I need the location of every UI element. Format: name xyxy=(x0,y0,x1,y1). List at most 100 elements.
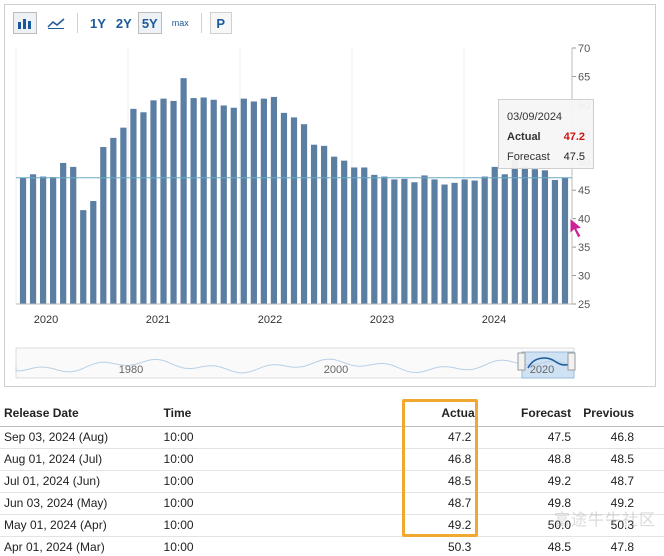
chart-bar[interactable] xyxy=(210,99,217,305)
range-2y-button[interactable]: 2Y xyxy=(115,15,132,31)
chart-bar[interactable] xyxy=(80,210,87,304)
chart-bar[interactable] xyxy=(310,144,318,304)
chart-bar[interactable] xyxy=(160,98,167,304)
chart-bar[interactable] xyxy=(561,177,569,304)
chart-bar[interactable] xyxy=(371,174,378,304)
chart-bar[interactable] xyxy=(411,182,418,304)
chart-bar[interactable] xyxy=(110,137,117,304)
chart-bar[interactable] xyxy=(260,98,267,304)
header-actual[interactable]: Actual xyxy=(419,400,500,427)
chart-bar[interactable] xyxy=(531,169,538,304)
chart-bar[interactable] xyxy=(300,124,308,304)
chart-bar[interactable] xyxy=(120,127,127,304)
y-axis-tick-label: 65 xyxy=(578,71,590,83)
chart-bar[interactable] xyxy=(351,167,358,304)
chart-bar[interactable] xyxy=(401,178,408,304)
chart-bar[interactable] xyxy=(541,170,549,304)
cell-forecast: 48.5 xyxy=(499,536,576,556)
header-release-date[interactable]: Release Date xyxy=(0,400,160,427)
chart-bar[interactable] xyxy=(501,174,508,304)
chart-bar[interactable] xyxy=(321,145,328,304)
x-axis-tick-label: 2021 xyxy=(146,314,170,326)
cell-actual: 49.2 xyxy=(419,514,500,537)
range-1y-button[interactable]: 1Y xyxy=(90,15,106,31)
cell-time: 10:00 xyxy=(159,514,420,537)
chart-bar[interactable] xyxy=(29,174,37,304)
range-max-button[interactable]: max xyxy=(171,18,189,28)
y-axis-tick-label: 35 xyxy=(578,242,590,254)
chart-bar[interactable] xyxy=(190,98,197,304)
cell-time: 10:00 xyxy=(159,426,420,449)
chart-bar[interactable] xyxy=(481,176,488,304)
chart-bar[interactable] xyxy=(130,108,137,305)
chart-bar[interactable] xyxy=(150,100,157,304)
chart-bar[interactable] xyxy=(421,175,428,304)
line-chart-button[interactable] xyxy=(43,12,69,34)
navigator-label: 1980 xyxy=(119,364,143,376)
bar-chart-button[interactable] xyxy=(13,12,37,34)
x-axis-tick-label: 2024 xyxy=(482,314,506,326)
chart-bar[interactable] xyxy=(100,146,107,304)
tooltip-actual-value: 47.2 xyxy=(563,131,585,143)
chart-bar[interactable] xyxy=(391,179,398,304)
navigator-series xyxy=(15,358,575,374)
chart-bar[interactable] xyxy=(50,177,57,304)
chart-bar[interactable] xyxy=(431,179,438,304)
y-axis-tick-label: 45 xyxy=(578,185,590,197)
cell-forecast: 49.8 xyxy=(499,492,576,515)
chart-bar[interactable] xyxy=(381,176,388,304)
range-5y-button[interactable]: 5Y xyxy=(137,12,162,34)
navigator-left-handle[interactable] xyxy=(517,352,526,371)
toolbar-divider xyxy=(77,13,78,33)
table-header-row: Release Date Time Actual Forecast Previo… xyxy=(0,400,664,427)
chart-bar[interactable] xyxy=(280,112,288,304)
chart-bar[interactable] xyxy=(70,166,77,304)
cell-release-date: Sep 03, 2024 (Aug) xyxy=(0,426,160,449)
chart-bar[interactable] xyxy=(230,107,237,304)
chart-bar[interactable] xyxy=(551,179,559,304)
chart-bar[interactable] xyxy=(491,166,498,304)
cell-actual: 46.8 xyxy=(419,448,500,471)
chart-bar[interactable] xyxy=(471,180,478,304)
chart-bar[interactable] xyxy=(170,100,177,304)
header-time[interactable]: Time xyxy=(159,400,420,427)
chart-bar[interactable] xyxy=(521,166,528,304)
chart-bar[interactable] xyxy=(60,162,67,304)
cell-previous: 49.2 xyxy=(575,492,664,515)
cell-release-date: Jun 03, 2024 (May) xyxy=(0,492,160,515)
chart-bar[interactable] xyxy=(341,160,348,304)
cell-actual: 50.3 xyxy=(419,536,500,556)
tooltip-date: 03/09/2024 xyxy=(507,111,563,123)
chart-bar[interactable] xyxy=(250,101,257,304)
table-body: Sep 03, 2024 (Aug) 10:00 47.2 47.5 46.8 Aug 0… xyxy=(0,426,664,556)
chart-bar[interactable] xyxy=(441,184,448,304)
chart-bar[interactable] xyxy=(220,105,227,305)
chart-bar[interactable] xyxy=(270,96,278,304)
chart-bar[interactable] xyxy=(39,176,47,304)
chart-bar[interactable] xyxy=(200,97,207,305)
table-row: Aug 01, 2024 (Jul) 10:00 46.8 48.8 48.5 xyxy=(0,448,664,471)
header-forecast[interactable]: Forecast xyxy=(499,400,576,427)
chart-bar[interactable] xyxy=(90,201,97,304)
chart-bar[interactable] xyxy=(180,78,187,305)
chart-bar[interactable] xyxy=(290,117,298,305)
y-axis-tick-label: 70 xyxy=(578,43,590,55)
chart-bar[interactable] xyxy=(361,167,368,304)
chart-bar[interactable] xyxy=(451,182,458,304)
cell-time: 10:00 xyxy=(159,492,420,515)
cell-previous: 50.3 xyxy=(575,514,664,537)
navigator-right-handle[interactable] xyxy=(567,352,576,371)
header-previous[interactable]: Previous xyxy=(575,400,664,427)
p-button[interactable]: P xyxy=(209,12,232,34)
chart-bar[interactable] xyxy=(19,177,27,304)
table-row: Apr 01, 2024 (Mar) 10:00 50.3 48.5 47.8 xyxy=(0,536,664,556)
tooltip-forecast-row: Forecast 47.5 xyxy=(507,147,585,167)
chart-bar[interactable] xyxy=(511,160,518,304)
toolbar-divider xyxy=(200,13,202,33)
cell-release-date: Apr 01, 2024 (Mar) xyxy=(0,536,160,556)
chart-bar[interactable] xyxy=(461,179,468,304)
releases-table: Release Date Time Actual Forecast Previo… xyxy=(0,400,664,556)
chart-bar[interactable] xyxy=(240,98,247,304)
chart-bar[interactable] xyxy=(331,156,338,304)
chart-bar[interactable] xyxy=(140,112,147,304)
